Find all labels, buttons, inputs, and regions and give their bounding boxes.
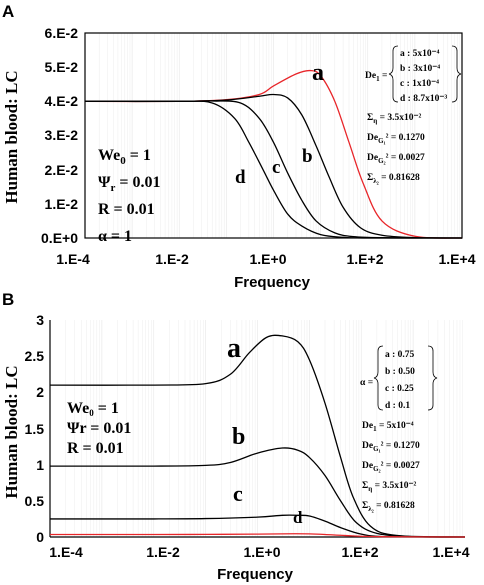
panel-a-legend-item-d: d : 8.7x10⁻³ xyxy=(400,94,447,104)
panel-a-xtick-4: 1.E+4 xyxy=(439,251,476,267)
panel-b-ylabel: Human blood: LC xyxy=(2,365,21,498)
panel-b-legend-brace-right xyxy=(427,345,438,411)
panel-a-curve-label-a: a xyxy=(312,60,324,86)
panel-b-legend-prefix: α = xyxy=(360,378,373,388)
panel-a-ytick-5: 5.E-2 xyxy=(45,59,79,75)
panel-a-legend-line-deg2: DeG₂² = 0.0027 xyxy=(367,153,425,165)
panel-b-ytick-4: 2 xyxy=(36,384,44,400)
panel-b-xtick-3: 1.E+2 xyxy=(342,544,379,560)
panel-a-xtick-2: 1.E+0 xyxy=(250,251,287,267)
panel-a-legend-prefix: De1 = xyxy=(365,71,387,83)
panel-b-letter: B xyxy=(2,290,14,309)
panel-a-curves xyxy=(84,69,463,239)
panel-a-ytick-3: 3.E-2 xyxy=(45,127,79,143)
panel-a-ytick-4: 4.E-2 xyxy=(45,93,79,109)
panel-b-curve-label-d: d xyxy=(293,508,303,527)
panel-b-legend-line-deg1: DeG₁² = 0.1270 xyxy=(362,441,420,453)
panel-a-param-psi: Ψr = 0.01 xyxy=(98,174,161,194)
panel-a-ytick-2: 2.E-2 xyxy=(45,162,79,178)
panel-b-param-psi: Ψr = 0.01 xyxy=(67,420,131,437)
panel-a-grid xyxy=(84,33,461,238)
panel-a-xlabel: Frequency xyxy=(234,274,311,291)
panel-a-ytick-0: 0.E+0 xyxy=(41,230,78,246)
panel-b-legend-brace-left xyxy=(373,345,384,411)
panel-a-plot-frame xyxy=(84,32,463,239)
panel-b-curve-label-b: b xyxy=(232,424,245,450)
panel-b-legend-item-c: c : 0.25 xyxy=(385,384,414,394)
panel-a-ytick-6: 6.E-2 xyxy=(45,25,79,41)
panel-a-legend-brace-left xyxy=(388,45,399,103)
panel-b-series-d xyxy=(49,533,466,538)
panel-b-legend-box: α = a : 0.75 b : 0.50 c : 0.25 d : 0.1 D… xyxy=(360,345,438,513)
panel-a-legend-item-b: b : 3x10⁻⁴ xyxy=(400,64,440,74)
panel-b-series-c xyxy=(49,514,466,538)
panel-b-ytick-6: 3 xyxy=(36,312,44,328)
panel-b-grid xyxy=(49,320,463,537)
panel-a-xtick-3: 1.E+2 xyxy=(347,251,384,267)
panel-a: A 0.E+0 1.E-2 2.E-2 3.E-2 4.E-2 5.E-2 6.… xyxy=(2,2,476,291)
panel-a-legend-item-a: a : 5x10⁻⁴ xyxy=(400,49,440,59)
panel-a-letter: A xyxy=(2,2,14,21)
panel-b-curves xyxy=(49,334,466,538)
panel-b-xtick-2: 1.E+0 xyxy=(244,544,281,560)
panel-a-xtick-1: 1.E-2 xyxy=(155,251,189,267)
panel-a-series-d xyxy=(84,100,463,239)
panel-a-legend-line-deg1: DeG₁² = 0.1270 xyxy=(367,133,425,145)
panel-a-legend-box: De1 = a : 5x10⁻⁴ b : 3x10⁻⁴ c : 1x10⁻⁴ d… xyxy=(365,45,462,185)
panel-b-curve-label-c: c xyxy=(233,481,243,506)
panel-a-curve-label-d: d xyxy=(235,167,246,188)
panel-a-legend-brace-right xyxy=(451,45,462,103)
panel-b-legend-line-eta: Ση = 3.5x10⁻² xyxy=(362,481,417,493)
panel-a-series-c xyxy=(84,100,463,239)
panel-b-legend-line-deg2: DeG₂² = 0.0027 xyxy=(362,461,420,473)
panel-a-xtick-0: 1.E-4 xyxy=(56,251,90,267)
panel-b-legend-line-lambda: Σλ₂ = 0.81628 xyxy=(362,501,415,513)
panel-b-param-we: We0 = 1 xyxy=(67,400,119,418)
panel-a-curve-label-c: c xyxy=(272,157,280,178)
panel-b-legend-item-d: d : 0.1 xyxy=(385,401,410,411)
panel-b-legend-line-de1: De1 = 5x10⁻⁴ xyxy=(362,421,414,433)
panel-a-param-alpha: α = 1 xyxy=(98,228,132,245)
panel-b-xtick-4: 1.E+4 xyxy=(433,544,470,560)
panel-b-ytick-3: 1.5 xyxy=(25,421,45,437)
panel-b-curve-label-a: a xyxy=(227,333,241,364)
panel-b-legend-item-a: a : 0.75 xyxy=(385,350,415,360)
panel-a-legend-item-c: c : 1x10⁻⁴ xyxy=(400,79,439,89)
panel-a-curve-label-b: b xyxy=(302,146,313,167)
panel-b: B 0 0.5 1 1.5 2 2.5 3 1.E-4 1.E-2 1.E+0 … xyxy=(2,290,470,583)
panel-b-series-b xyxy=(49,447,466,538)
panel-b-xtick-1: 1.E-2 xyxy=(146,544,180,560)
panel-b-xtick-0: 1.E-4 xyxy=(49,544,83,560)
panel-a-param-we: We0 = 1 xyxy=(98,147,151,167)
panel-a-series-b xyxy=(84,93,463,239)
panel-b-param-r: R = 0.01 xyxy=(67,440,124,457)
panel-a-legend-line-lambda: Σλ₂ = 0.81628 xyxy=(367,173,420,185)
panel-b-xlabel: Frequency xyxy=(217,566,294,583)
panel-b-series-a xyxy=(49,334,466,538)
panel-b-ytick-5: 2.5 xyxy=(25,348,45,364)
panel-b-legend-item-b: b : 0.50 xyxy=(385,367,415,377)
panel-a-ylabel: Human blood: LC xyxy=(2,70,21,203)
panel-a-legend-line-eta: Ση = 3.5x10⁻² xyxy=(367,113,422,125)
panel-a-param-r: R = 0.01 xyxy=(98,201,155,218)
panel-b-ytick-0: 0 xyxy=(36,529,44,545)
panel-b-ytick-1: 0.5 xyxy=(25,493,45,509)
panel-b-ytick-2: 1 xyxy=(36,457,44,473)
panel-a-ytick-1: 1.E-2 xyxy=(45,196,79,212)
